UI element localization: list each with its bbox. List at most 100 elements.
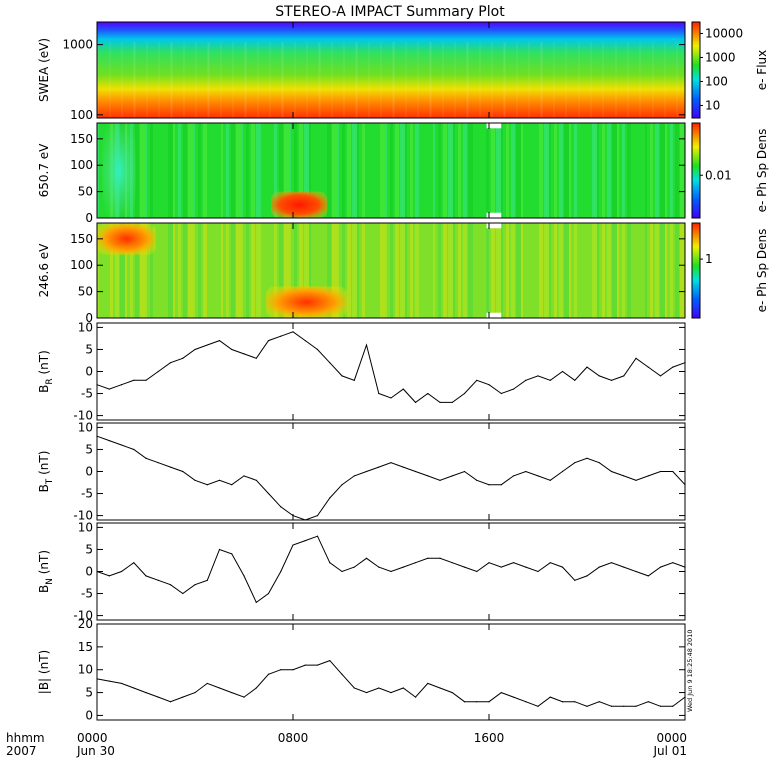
point-br — [341, 375, 343, 377]
point-br — [684, 362, 686, 364]
point-bt — [561, 470, 564, 473]
x-tick-time: 0000 — [656, 731, 687, 745]
point-bt — [684, 484, 686, 486]
point-bn — [537, 570, 539, 573]
point-bn — [194, 584, 196, 586]
point-br — [206, 344, 208, 346]
point-bt — [378, 466, 380, 468]
point-bn — [292, 544, 294, 546]
heatmap-pad650-feature-gap — [486, 212, 502, 218]
point-bt — [451, 475, 453, 477]
point-br — [182, 357, 184, 359]
point-br — [304, 340, 306, 342]
point-br — [623, 375, 625, 377]
point-br — [500, 392, 502, 395]
point-bmag — [304, 664, 306, 666]
point-bmag — [231, 691, 233, 694]
point-bmag — [316, 664, 319, 666]
panel-swea-ytick: 1000 — [62, 38, 93, 52]
point-br — [610, 379, 613, 381]
panel-bt-ytick: 10 — [78, 420, 93, 434]
panel-pad650-ytick: 100 — [70, 158, 93, 172]
panel-br-ylabel: BR (nT) — [37, 350, 55, 393]
panel-bmag-frame — [96, 623, 686, 721]
point-bmag — [647, 701, 649, 703]
point-bt — [329, 497, 331, 499]
point-bt — [267, 492, 270, 495]
colorbar-swea-tick: 10000 — [705, 26, 743, 40]
x-tick-date: Jul 01 — [652, 744, 687, 758]
point-bt — [623, 475, 625, 477]
panel-bt-frame — [96, 422, 686, 521]
point-br — [463, 392, 466, 395]
panel-bt-ytick: -5 — [81, 487, 93, 501]
panel-bmag-ytick: 20 — [78, 617, 93, 631]
heatmap-pad650 — [97, 123, 685, 218]
point-bt — [439, 479, 441, 481]
point-bmag — [378, 687, 380, 689]
point-bn — [561, 566, 564, 568]
point-br — [488, 384, 490, 386]
heatmap-swea — [97, 22, 685, 118]
point-bmag — [414, 696, 417, 698]
point-bt — [145, 457, 147, 459]
point-br — [672, 366, 674, 368]
heatmap-pad246-feature-high — [266, 286, 347, 318]
point-br — [390, 397, 392, 399]
point-bmag — [243, 696, 245, 698]
point-bt — [169, 466, 172, 468]
colorbar-swea-tick: 10 — [705, 98, 720, 112]
point-bmag — [598, 701, 600, 703]
point-bmag — [194, 691, 196, 694]
point-bn — [635, 570, 637, 573]
panel-bn-ytick: 5 — [85, 542, 93, 556]
panel-bn-ytick: -5 — [81, 587, 93, 601]
point-br — [635, 357, 637, 359]
point-bt — [182, 470, 184, 473]
panel-bmag-ytick: 5 — [85, 686, 93, 700]
panel-bn-ytick: -10 — [73, 609, 93, 623]
point-bn — [108, 575, 110, 577]
point-br — [353, 379, 355, 381]
point-bn — [120, 570, 123, 573]
point-bt — [316, 514, 319, 517]
point-bt — [243, 475, 245, 477]
point-bt — [96, 435, 98, 437]
point-bt — [574, 462, 576, 464]
x-tick-time: 0000 — [77, 731, 108, 745]
x-tick-date: Jun 30 — [76, 744, 115, 758]
point-bn — [218, 548, 221, 551]
point-bn — [598, 566, 600, 568]
heatmap-pad650-feature-gap — [486, 123, 502, 129]
point-br — [157, 370, 159, 373]
heatmap-pad650-feature-high — [270, 191, 328, 218]
point-bmag — [206, 682, 208, 685]
point-bt — [512, 475, 515, 477]
panel-br-frame — [96, 322, 686, 421]
panel-pad246-ytick: 150 — [70, 232, 93, 246]
point-bn — [378, 566, 380, 568]
colorbar-pad650 — [691, 122, 701, 219]
point-bmag — [341, 673, 343, 675]
point-bn — [145, 575, 147, 577]
point-bn — [500, 566, 502, 568]
point-bn — [476, 570, 478, 573]
point-bn — [133, 562, 135, 564]
plot-title: STEREO-A IMPACT Summary Plot — [275, 4, 505, 20]
point-bt — [255, 479, 257, 481]
point-br — [439, 401, 441, 403]
point-bmag — [120, 682, 123, 685]
point-bt — [635, 479, 637, 481]
heatmap-pad246-feature-gap — [486, 312, 502, 318]
point-bmag — [488, 701, 490, 703]
point-bmag — [586, 705, 588, 707]
point-bmag — [182, 696, 184, 698]
panel-swea-ylabel: SWEA (eV) — [37, 38, 51, 102]
point-br — [525, 379, 527, 381]
point-bmag — [512, 696, 515, 698]
point-bn — [390, 570, 392, 573]
panel-pad246-ytick: 0 — [85, 311, 93, 325]
point-bmag — [574, 701, 576, 703]
point-bn — [206, 579, 208, 581]
